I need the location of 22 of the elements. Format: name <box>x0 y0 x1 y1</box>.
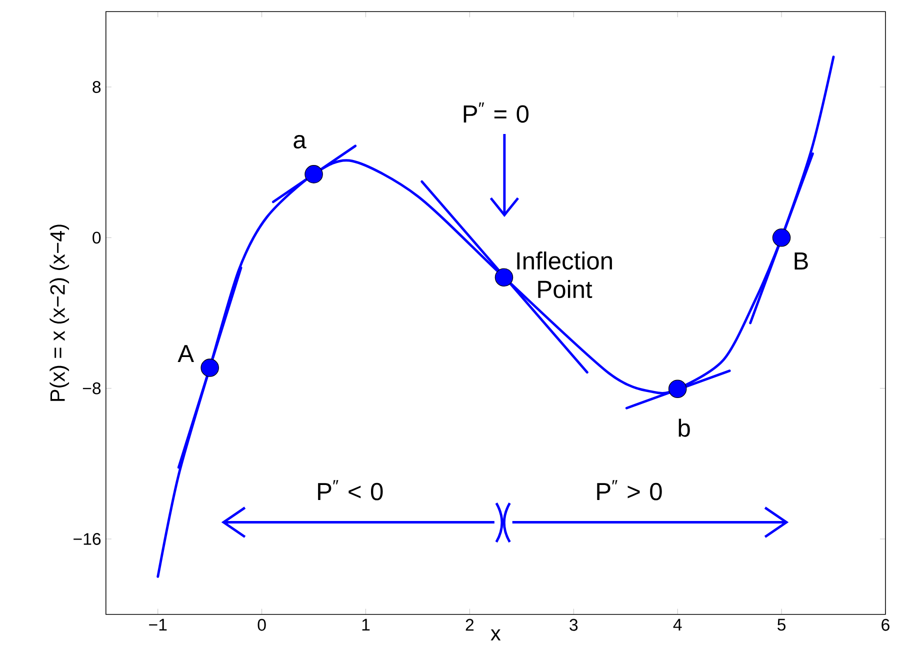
x-tick-label: 2 <box>466 618 474 631</box>
annotation: P$^{″}$ = 0 <box>464 102 529 123</box>
y-tick-label: 0 <box>92 232 101 244</box>
y-axis-title: P(x) = x (x−2) (x−4) <box>50 224 70 401</box>
annotation: A <box>178 345 194 362</box>
annotation: b <box>678 418 690 437</box>
x-tick-label: 0 <box>258 618 266 631</box>
x-tick-label: 3 <box>570 618 578 631</box>
annotation: Inflection Point <box>517 252 612 298</box>
x-tick-label: 5 <box>778 618 786 631</box>
y-tick-label: 8 <box>92 81 101 93</box>
annotation: P$^{″}$ < 0 <box>318 480 383 500</box>
y-tick-label: −8 <box>82 382 101 394</box>
x-tick-label: 6 <box>882 618 890 631</box>
x-tick-label: 1 <box>362 618 370 630</box>
x-axis-title: x <box>490 629 501 640</box>
annotation: a <box>294 135 306 149</box>
annotation: P$^{″}$ > 0 <box>597 480 662 500</box>
annotation: B <box>794 252 808 270</box>
y-tick-label: −16 <box>74 533 101 545</box>
x-tick-label: 4 <box>673 618 682 630</box>
x-tick-label: −1 <box>149 618 167 630</box>
